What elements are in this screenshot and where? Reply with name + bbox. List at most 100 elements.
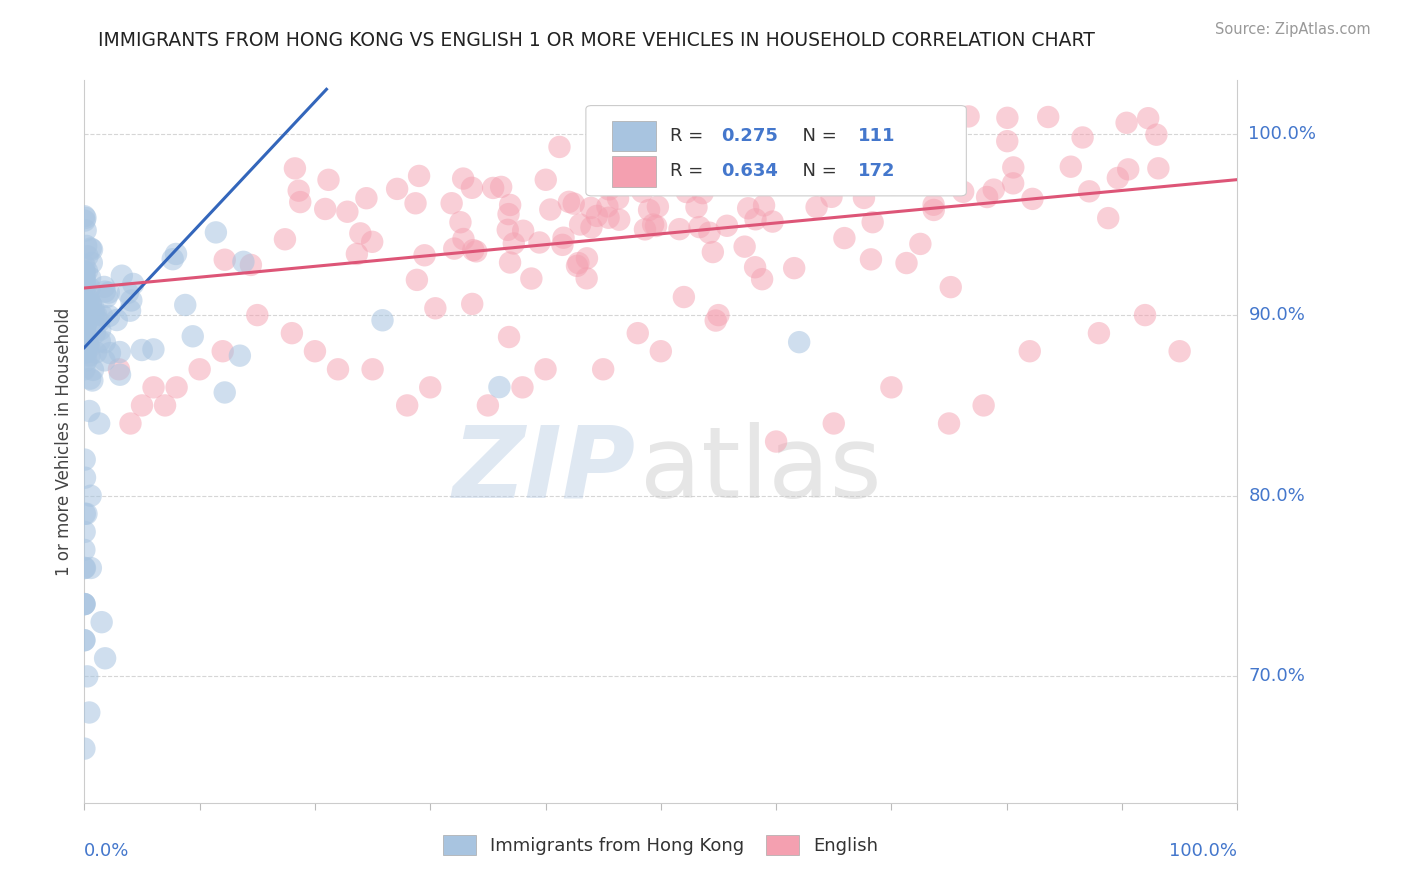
Point: [94, 651, 117, 665]
Y-axis label: 1 or more Vehicles in Household: 1 or more Vehicles in Household: [55, 308, 73, 575]
Point: [461, 181, 484, 195]
Point: [957, 109, 980, 123]
Point: [793, 109, 815, 123]
Point: [744, 212, 766, 227]
Point: [83, 307, 105, 321]
Point: [692, 186, 714, 200]
Point: [73, 597, 96, 611]
Text: atlas: atlas: [640, 422, 882, 519]
Point: [89, 323, 111, 337]
Point: [111, 268, 134, 283]
Point: [685, 200, 707, 214]
Point: [73, 289, 96, 303]
Point: [90, 615, 112, 629]
Point: [849, 177, 872, 191]
Point: [304, 344, 326, 359]
Point: [425, 301, 447, 316]
Text: N =: N =: [792, 127, 842, 145]
Point: [336, 204, 359, 219]
Point: [453, 232, 475, 246]
Point: [586, 209, 609, 223]
Text: 111: 111: [858, 127, 896, 145]
Point: [117, 285, 139, 300]
Point: [94, 335, 117, 350]
Point: [995, 134, 1018, 148]
Point: [1116, 162, 1139, 177]
Point: [598, 182, 620, 196]
Point: [567, 256, 589, 270]
Point: [73, 277, 96, 292]
Point: [825, 157, 848, 171]
Point: [910, 236, 932, 251]
Point: [882, 178, 904, 192]
Legend: Immigrants from Hong Kong, English: Immigrants from Hong Kong, English: [436, 828, 886, 863]
Point: [120, 303, 142, 318]
Point: [512, 380, 534, 394]
Point: [627, 326, 650, 340]
Text: 0.275: 0.275: [721, 127, 778, 145]
Point: [634, 222, 657, 236]
Point: [699, 226, 721, 240]
Point: [87, 315, 110, 329]
Point: [83, 301, 105, 316]
Point: [737, 202, 759, 216]
Point: [211, 344, 233, 359]
Point: [76, 249, 98, 263]
Point: [562, 196, 585, 211]
Point: [565, 259, 588, 273]
Point: [512, 224, 534, 238]
Point: [1144, 128, 1167, 142]
Point: [598, 211, 620, 225]
Point: [783, 261, 806, 276]
Point: [922, 202, 945, 217]
Point: [73, 322, 96, 336]
Text: 0.634: 0.634: [721, 162, 778, 180]
Point: [553, 230, 575, 244]
Point: [79, 349, 101, 363]
Point: [165, 247, 187, 261]
Point: [77, 293, 100, 307]
Point: [880, 380, 903, 394]
Point: [669, 160, 692, 174]
Point: [76, 297, 98, 311]
Point: [80, 561, 103, 575]
Point: [806, 200, 828, 214]
Point: [1133, 308, 1156, 322]
Point: [502, 236, 524, 251]
Point: [638, 202, 661, 217]
Point: [1002, 161, 1025, 175]
Point: [80, 297, 103, 311]
Point: [75, 294, 97, 309]
Point: [73, 597, 96, 611]
Point: [875, 171, 897, 186]
Point: [884, 170, 907, 185]
Point: [461, 297, 484, 311]
Point: [897, 167, 920, 181]
Point: [73, 272, 96, 286]
Point: [108, 362, 131, 376]
Point: [1088, 326, 1111, 340]
Point: [73, 303, 96, 318]
Point: [73, 343, 96, 357]
Point: [174, 298, 197, 312]
Point: [1060, 160, 1083, 174]
Point: [73, 329, 96, 343]
Point: [952, 185, 974, 199]
Text: N =: N =: [792, 162, 842, 180]
Point: [142, 380, 165, 394]
Point: [870, 160, 893, 174]
Point: [75, 345, 97, 359]
Point: [896, 256, 918, 270]
Point: [529, 235, 551, 250]
Point: [76, 264, 98, 278]
Point: [463, 243, 485, 257]
Point: [80, 242, 103, 256]
Point: [274, 232, 297, 246]
Point: [80, 243, 103, 257]
Point: [707, 308, 730, 322]
Point: [205, 226, 228, 240]
Point: [346, 247, 368, 261]
Point: [638, 145, 661, 160]
Point: [596, 199, 619, 213]
Text: IMMIGRANTS FROM HONG KONG VS ENGLISH 1 OR MORE VEHICLES IN HOUSEHOLD CORRELATION: IMMIGRANTS FROM HONG KONG VS ENGLISH 1 O…: [98, 31, 1095, 50]
